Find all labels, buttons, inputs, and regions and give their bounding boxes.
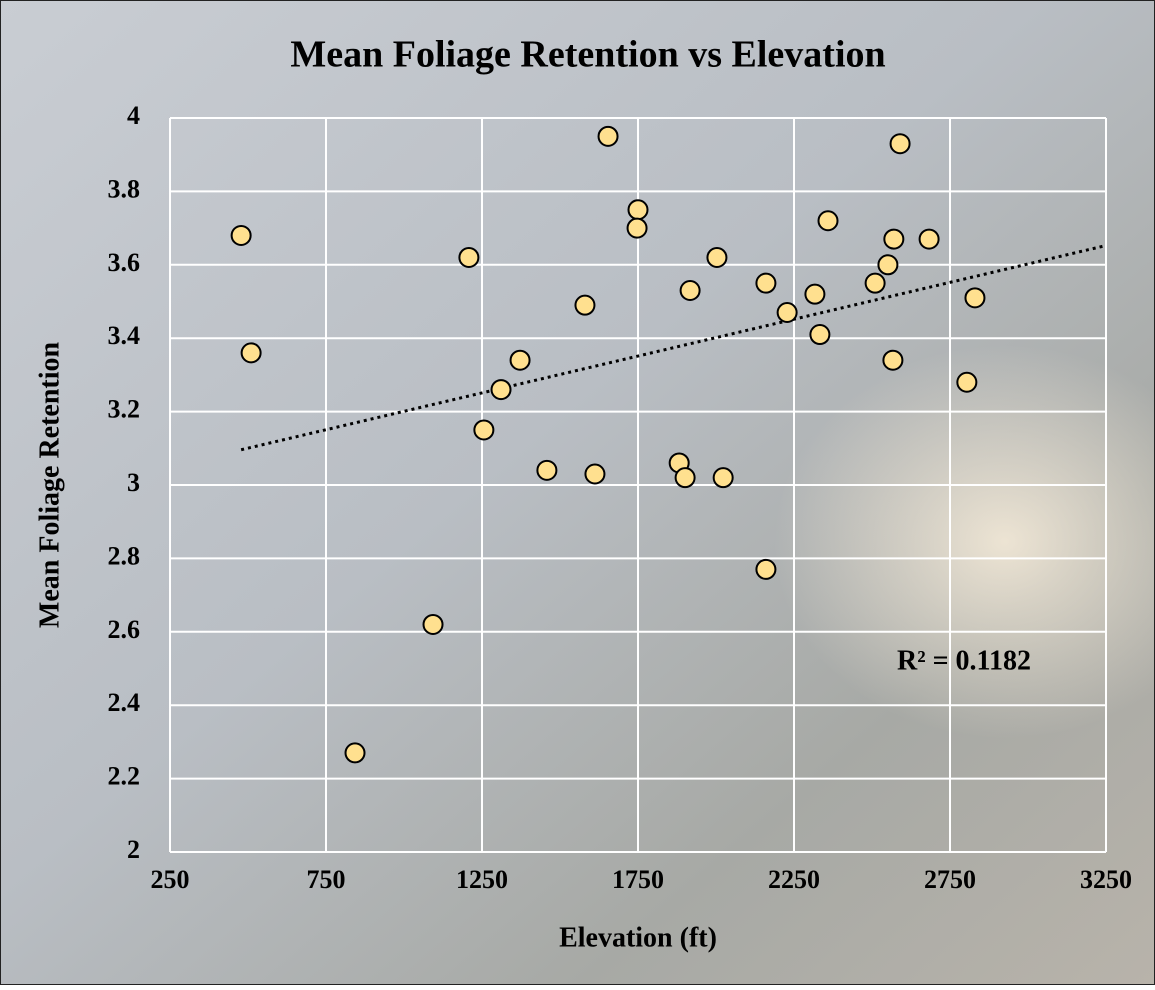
point bbox=[805, 285, 824, 304]
point bbox=[866, 274, 885, 293]
x-axis-label: Elevation (ft) bbox=[559, 922, 717, 953]
point bbox=[575, 296, 594, 315]
point bbox=[714, 468, 733, 487]
y-tick-label: 3.6 bbox=[108, 248, 141, 277]
page: Mean Foliage Retention vs Elevation Elev… bbox=[0, 0, 1155, 985]
point bbox=[756, 560, 775, 579]
point bbox=[920, 230, 939, 249]
point bbox=[819, 211, 838, 230]
x-tick-label: 750 bbox=[307, 865, 346, 894]
point bbox=[459, 248, 478, 267]
chart-title: Mean Foliage Retention vs Elevation bbox=[290, 34, 885, 76]
y-tick-label: 3 bbox=[127, 468, 140, 497]
y-tick-label: 3.2 bbox=[108, 395, 141, 424]
y-tick-label: 2.2 bbox=[108, 762, 141, 791]
point bbox=[511, 351, 530, 370]
point bbox=[242, 343, 261, 362]
point bbox=[629, 200, 648, 219]
y-tick-label: 4 bbox=[127, 101, 140, 130]
point bbox=[707, 248, 726, 267]
x-tick-label: 3250 bbox=[1080, 865, 1132, 894]
r-squared-annotation: R² = 0.1182 bbox=[897, 645, 1031, 676]
point bbox=[756, 274, 775, 293]
y-tick-label: 2.8 bbox=[108, 541, 141, 570]
x-tick-label: 250 bbox=[151, 865, 190, 894]
point bbox=[424, 615, 443, 634]
point bbox=[884, 230, 903, 249]
y-tick-label: 2.6 bbox=[108, 615, 141, 644]
y-axis-label: Mean Foliage Retention bbox=[34, 341, 65, 628]
point bbox=[778, 303, 797, 322]
point bbox=[965, 288, 984, 307]
x-tick-label: 2250 bbox=[768, 865, 820, 894]
point bbox=[346, 743, 365, 762]
point bbox=[676, 468, 695, 487]
y-tick-label: 3.4 bbox=[108, 321, 141, 350]
point bbox=[585, 464, 604, 483]
point bbox=[537, 461, 556, 480]
point bbox=[810, 325, 829, 344]
point bbox=[628, 219, 647, 238]
y-tick-label: 2 bbox=[127, 835, 140, 864]
background-glow bbox=[0, 0, 1155, 985]
x-tick-label: 1750 bbox=[612, 865, 664, 894]
point bbox=[681, 281, 700, 300]
x-tick-label: 2750 bbox=[924, 865, 976, 894]
x-tick-label: 1250 bbox=[456, 865, 508, 894]
point bbox=[474, 420, 493, 439]
point bbox=[957, 373, 976, 392]
point bbox=[599, 127, 618, 146]
point bbox=[878, 255, 897, 274]
y-tick-label: 2.4 bbox=[108, 688, 141, 717]
point bbox=[883, 351, 902, 370]
point bbox=[492, 380, 511, 399]
point bbox=[232, 226, 251, 245]
chart: Mean Foliage Retention vs Elevation Elev… bbox=[0, 0, 1155, 985]
y-tick-label: 3.8 bbox=[108, 174, 141, 203]
point bbox=[891, 134, 910, 153]
